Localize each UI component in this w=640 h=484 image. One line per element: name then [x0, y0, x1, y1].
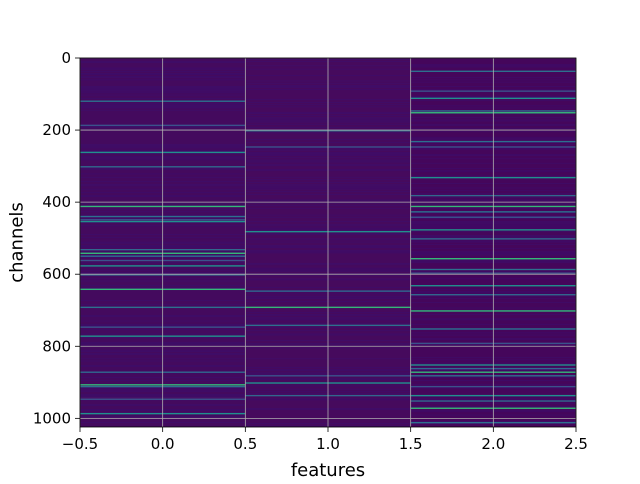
y-tick-label: 600 [42, 265, 71, 283]
y-tick-label: 400 [42, 193, 71, 211]
x-tick-label: 2.5 [564, 435, 588, 453]
x-tick-label: 0.0 [151, 435, 175, 453]
y-tick-label: 0 [61, 49, 71, 67]
x-tick-label: 1.5 [399, 435, 423, 453]
grid-lines [79, 57, 577, 427]
y-axis-label: channels [6, 202, 27, 283]
y-tick-label: 200 [42, 121, 71, 139]
y-axis-ticks: 0 200 400 600 800 1000 [33, 49, 80, 427]
x-tick-label: 1.0 [316, 435, 340, 453]
x-axis-ticks: −0.5 0.0 0.5 1.0 1.5 2.0 2.5 [62, 427, 588, 453]
x-tick-label: 0.5 [233, 435, 257, 453]
y-tick-label: 1000 [33, 409, 71, 427]
x-tick-label: −0.5 [62, 435, 98, 453]
x-axis-label: features [291, 460, 365, 480]
x-tick-label: 2.0 [481, 435, 505, 453]
y-tick-label: 800 [42, 337, 71, 355]
